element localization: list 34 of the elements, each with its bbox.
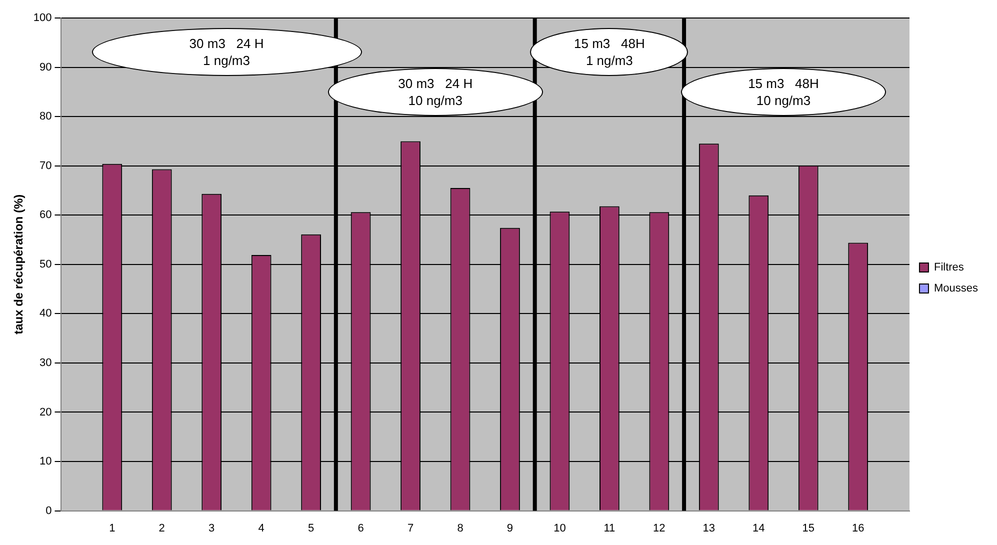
x-tick-label: 13 — [702, 522, 716, 534]
x-tick-label: 5 — [308, 522, 314, 534]
x-tick-label: 1 — [109, 522, 116, 534]
y-tick-label: 70 — [40, 160, 52, 172]
y-tick-label: 0 — [46, 504, 52, 517]
x-tick-label: 12 — [653, 522, 666, 534]
x-tick-label: 9 — [506, 522, 514, 534]
annotation: 30 m3 24 H 10 ng/m3 — [398, 74, 473, 109]
x-tick-label: 6 — [358, 522, 364, 534]
x-tick-label: 2 — [158, 522, 165, 534]
y-axis-title: taux de récupération (%) — [12, 194, 26, 334]
y-tick-label: 10 — [40, 456, 52, 468]
x-tick-label: 14 — [752, 522, 765, 534]
x-tick-label: 10 — [554, 522, 566, 534]
legend-label: Filtres — [934, 262, 964, 274]
x-tick-label: 15 — [802, 522, 814, 534]
x-tick-label: 4 — [258, 522, 264, 534]
annotation: 15 m3 48H 10 ng/m3 — [748, 74, 819, 109]
annotation: 30 m3 24 H 1 ng/m3 — [189, 35, 264, 70]
x-tick-label: 16 — [852, 522, 864, 534]
legend-label: Mousses — [934, 282, 978, 295]
y-tick-label: 40 — [40, 308, 52, 320]
x-tick-label: 11 — [604, 522, 616, 534]
y-tick-label: 50 — [40, 258, 52, 270]
y-tick-label: 100 — [33, 12, 52, 24]
y-tick-label: 80 — [40, 110, 52, 123]
x-tick-label: 7 — [407, 522, 414, 534]
x-tick-label: 3 — [208, 522, 215, 534]
x-tick-label: 8 — [457, 522, 464, 534]
y-tick-label: 20 — [40, 406, 52, 418]
annotation: 15 m3 48H 1 ng/m3 — [574, 35, 645, 70]
y-tick-label: 30 — [40, 356, 52, 369]
y-tick-label: 90 — [40, 61, 52, 74]
y-tick-label: 60 — [40, 209, 52, 222]
